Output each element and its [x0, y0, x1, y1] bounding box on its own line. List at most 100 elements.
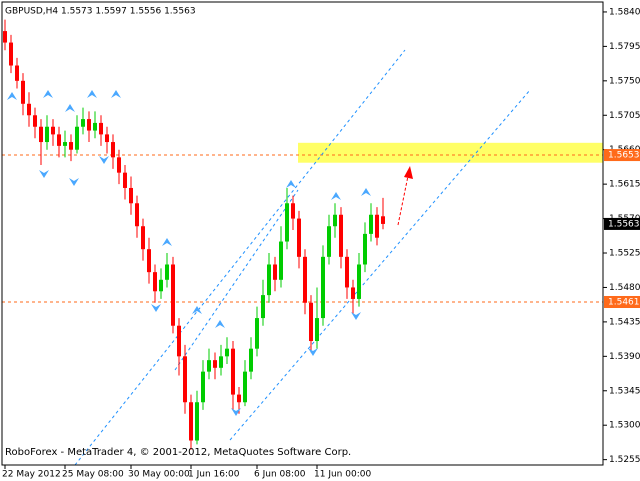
price-box: [604, 217, 640, 230]
candle-body: [69, 142, 73, 150]
y-tick-label: 1.5615: [609, 180, 640, 190]
candle-body: [219, 356, 223, 368]
fractal-up: [192, 306, 202, 314]
candle-body: [321, 256, 325, 319]
candle-body: [267, 264, 271, 296]
candle-body: [333, 214, 337, 227]
footer: RoboForex - MetaTrader 4, © 2001-2012, M…: [5, 447, 351, 458]
candle-body: [375, 214, 379, 238]
fractal-down: [99, 156, 109, 164]
candle-body: [57, 134, 61, 146]
candle-body: [303, 256, 307, 303]
y-tick-label: 1.5435: [609, 317, 640, 327]
y-tick-label: 1.5300: [609, 421, 640, 431]
fractal-up: [215, 320, 225, 328]
candle-body: [201, 371, 205, 403]
candle-body: [345, 256, 349, 288]
x-tick-label: 11 Jun 00:00: [314, 470, 371, 480]
x-tick-label: 22 May 2012: [2, 470, 61, 480]
candle-body: [3, 31, 7, 43]
channel-line: [174, 189, 299, 371]
candle-body: [369, 214, 373, 234]
x-tick-label: 1 Jun 16:00: [188, 470, 240, 480]
candle-body: [93, 122, 97, 131]
candle-body: [381, 216, 385, 224]
candle-body: [75, 126, 79, 150]
x-tick-label: 30 May 00:00: [128, 470, 190, 480]
candle-body: [285, 203, 289, 242]
candle-body: [105, 134, 109, 143]
fractal-up: [7, 92, 17, 100]
fractal-down: [151, 304, 161, 312]
zone-layer: [2, 142, 603, 303]
arrow-shaft: [397, 175, 409, 226]
y-tick-label: 1.5480: [609, 283, 640, 293]
candle-body: [123, 172, 127, 188]
x-tick-label: 25 May 08:00: [62, 470, 124, 480]
candle-body: [225, 348, 229, 357]
candle-body: [117, 157, 121, 173]
candle-body: [279, 241, 283, 280]
fractal-up: [361, 188, 371, 196]
candle-body: [297, 218, 301, 257]
candle-body: [177, 325, 181, 357]
fractal-up: [43, 90, 53, 98]
price-label: 1.5563: [608, 219, 640, 229]
candle-body: [27, 103, 31, 116]
candle-body: [231, 348, 235, 395]
y-tick-label: 1.5390: [609, 352, 640, 362]
fractals: [7, 90, 371, 416]
target-zone: [298, 142, 603, 163]
fractal-up: [162, 238, 172, 246]
candle-body: [153, 272, 157, 292]
candle-body: [213, 360, 217, 368]
candle-body: [249, 348, 253, 372]
fractal-down: [69, 178, 79, 186]
fractal-up: [87, 90, 97, 98]
candle-body: [189, 402, 193, 441]
candle-body: [81, 119, 85, 127]
candle-body: [159, 279, 163, 292]
candle-body: [21, 80, 25, 104]
candle-body: [99, 122, 103, 135]
candle-body: [129, 187, 133, 204]
candle-body: [255, 318, 259, 349]
y-tick-label: 1.5255: [609, 455, 640, 465]
level-box: [604, 149, 640, 162]
fractal-down: [39, 170, 49, 178]
fractal-up: [111, 90, 121, 98]
candle-body: [15, 65, 19, 81]
channel-line: [74, 49, 406, 466]
candle-body: [165, 264, 169, 280]
candle-body: [309, 302, 313, 342]
chart-title: GBPUSD,H4 1.5573 1.5597 1.5556 1.5563: [5, 7, 196, 17]
candle-body: [339, 214, 343, 257]
candle-body: [327, 226, 331, 257]
candle-body: [357, 264, 361, 299]
candle-body: [195, 402, 199, 441]
fractal-down: [351, 312, 361, 320]
fractal-down: [308, 348, 318, 356]
y-tick-label: 1.5525: [609, 249, 640, 259]
fractal-up: [331, 192, 341, 200]
candle-body: [9, 42, 13, 66]
arrow-head: [404, 166, 413, 179]
fractal-up: [286, 180, 296, 188]
y-tick-label: 1.5705: [609, 111, 640, 121]
y-tick-label: 1.5345: [609, 386, 640, 396]
candle-body: [273, 264, 277, 280]
candle-body: [63, 142, 67, 146]
candle-body: [243, 371, 247, 403]
plot-frame: [1, 1, 604, 466]
y-tick-label: 1.5840: [609, 7, 640, 17]
candle-body: [135, 203, 139, 227]
y-tick-label: 1.5750: [609, 76, 640, 86]
candle-body: [45, 126, 49, 143]
candle-body: [111, 142, 115, 158]
candle-body: [237, 394, 241, 403]
candle-body: [183, 356, 187, 403]
fractal-down: [231, 408, 241, 416]
y-tick-label: 1.5795: [609, 42, 640, 52]
